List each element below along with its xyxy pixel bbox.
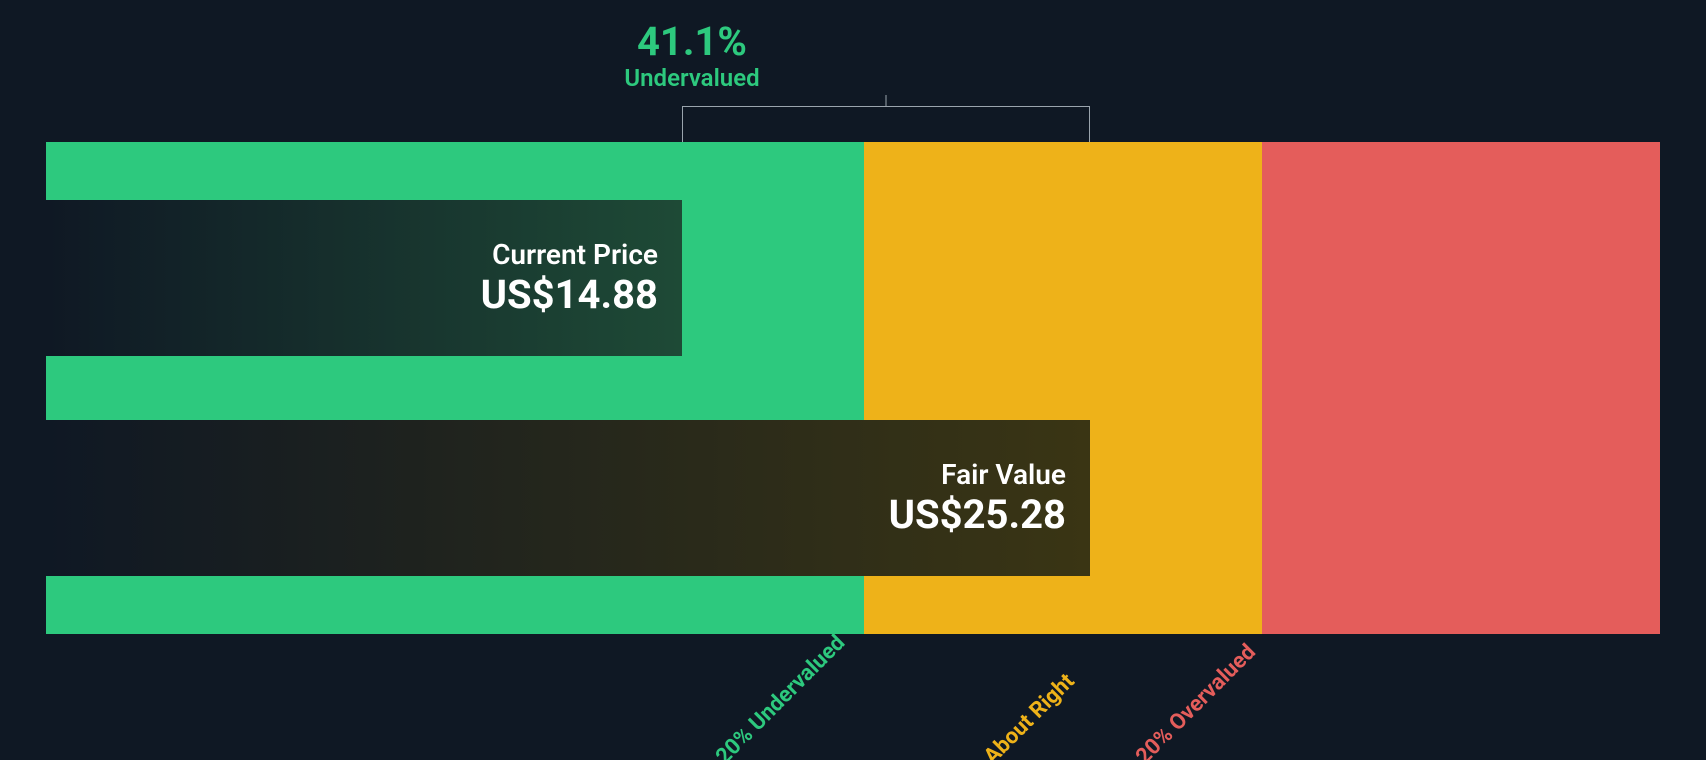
current-price-label: Current Price bbox=[481, 238, 658, 271]
undervalued-percent: 41.1% bbox=[624, 20, 759, 64]
headline-block: 41.1% Undervalued bbox=[624, 20, 759, 93]
axis-label-undervalued: 20% Undervalued bbox=[711, 630, 850, 760]
undervalued-status: Undervalued bbox=[624, 64, 759, 93]
valuation-chart: 41.1% Undervalued Current Price US$14.88… bbox=[0, 0, 1706, 760]
fair-value-label: Fair Value bbox=[889, 458, 1066, 491]
zone-overvalued bbox=[1262, 142, 1660, 634]
axis-label-overvalued: 20% Overvalued bbox=[1131, 640, 1261, 760]
fair-value-bar: Fair Value US$25.28 bbox=[46, 420, 1090, 576]
fair-value-value: US$25.28 bbox=[889, 491, 1066, 538]
bracket-stem bbox=[886, 95, 887, 107]
current-price-bar: Current Price US$14.88 bbox=[46, 200, 682, 356]
gap-bracket bbox=[682, 106, 1090, 142]
current-price-value: US$14.88 bbox=[481, 271, 658, 318]
axis-label-about-right: About Right bbox=[979, 669, 1079, 760]
